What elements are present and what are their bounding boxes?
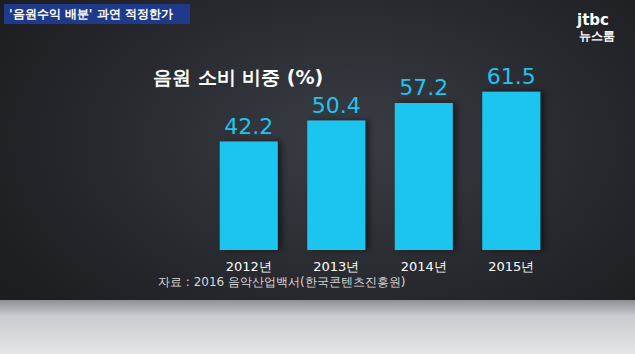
svg-text:42.2: 42.2 xyxy=(224,114,273,139)
svg-text:jtbc: jtbc xyxy=(576,11,609,29)
svg-text:50.4: 50.4 xyxy=(312,93,361,118)
svg-text:2012년: 2012년 xyxy=(226,259,272,274)
svg-text:뉴스룸: 뉴스룸 xyxy=(579,29,615,43)
svg-text:음원 소비 비중 (%): 음원 소비 비중 (%) xyxy=(153,66,323,88)
svg-text:2014년: 2014년 xyxy=(401,259,447,274)
svg-text:2013년: 2013년 xyxy=(313,259,359,274)
svg-text:'음원수익 배분' 과연 적정한가: '음원수익 배분' 과연 적정한가 xyxy=(9,7,173,21)
svg-text:57.2: 57.2 xyxy=(399,75,448,100)
svg-text:2015년: 2015년 xyxy=(488,259,534,274)
svg-text:자료 : 2016 음악산업백서(한국콘텐츠진흥원): 자료 : 2016 음악산업백서(한국콘텐츠진흥원) xyxy=(158,275,405,289)
svg-text:61.5: 61.5 xyxy=(487,64,536,89)
